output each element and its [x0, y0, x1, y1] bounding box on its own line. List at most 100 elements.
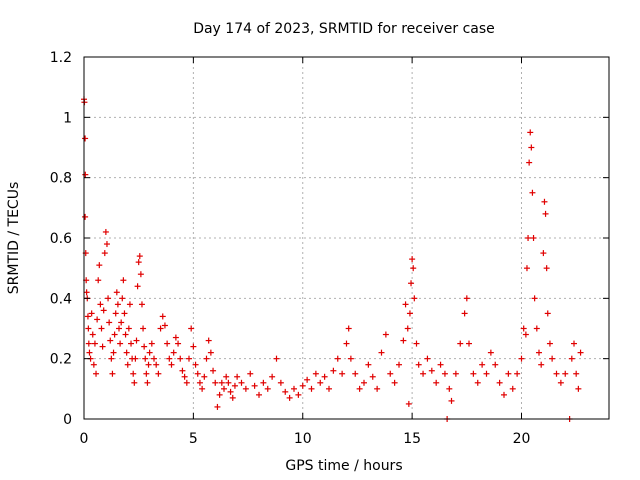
data-point [334, 355, 341, 362]
data-point [221, 385, 227, 392]
data-point [251, 382, 258, 389]
data-point [457, 340, 464, 347]
data-point [527, 129, 534, 136]
data-point [97, 301, 104, 308]
data-point [93, 370, 100, 377]
data-point [122, 331, 129, 338]
data-point [94, 316, 101, 323]
data-point [135, 259, 142, 266]
data-point [474, 379, 481, 386]
data-point [496, 379, 503, 386]
data-point [470, 370, 477, 377]
data-point [312, 370, 319, 377]
data-point [538, 361, 545, 368]
data-point [437, 361, 444, 368]
x-tick-label: 5 [189, 431, 198, 447]
data-point [286, 394, 293, 401]
data-point [295, 391, 302, 398]
data-point [229, 394, 236, 401]
data-point [186, 355, 192, 362]
data-point [352, 370, 359, 377]
data-point [143, 370, 150, 377]
data-point [396, 361, 402, 368]
data-point [264, 385, 271, 392]
data-point [107, 337, 114, 344]
data-point [575, 385, 582, 392]
data-point [546, 340, 553, 347]
data-point [123, 349, 130, 356]
data-point [199, 385, 206, 392]
data-point [549, 355, 556, 362]
data-point [128, 340, 135, 347]
data-point [132, 355, 139, 362]
data-point [142, 355, 149, 362]
data-point [446, 385, 453, 392]
data-point [84, 313, 91, 320]
data-point [134, 283, 141, 290]
data-point [528, 144, 535, 151]
data-point [192, 361, 199, 368]
data-point [108, 355, 115, 362]
data-point [247, 370, 254, 377]
points-layer [81, 96, 584, 422]
data-point [110, 349, 117, 356]
data-point [543, 265, 550, 272]
data-point [492, 361, 499, 368]
data-point [225, 379, 232, 386]
data-point [522, 331, 529, 338]
x-tick-label: 0 [80, 431, 89, 447]
data-point [157, 325, 164, 332]
data-point [82, 213, 89, 220]
data-point [410, 265, 417, 272]
data-point [356, 385, 363, 392]
data-point [214, 403, 221, 410]
data-point [501, 391, 507, 398]
data-point [409, 256, 416, 263]
data-point [146, 349, 153, 356]
data-point [161, 322, 168, 329]
data-point [82, 135, 89, 142]
data-point [326, 385, 332, 392]
data-point [130, 370, 137, 377]
data-point [402, 301, 409, 308]
data-point [96, 262, 103, 269]
data-point [448, 397, 455, 404]
chart-title: Day 174 of 2023, SRMTID for receiver cas… [193, 21, 495, 37]
data-point [260, 379, 267, 386]
data-point [177, 355, 184, 362]
data-point [85, 340, 92, 347]
y-tick-label: 0.2 [50, 352, 72, 368]
data-point [530, 235, 537, 241]
data-point [382, 331, 389, 338]
data-point [242, 385, 249, 392]
data-point [216, 391, 223, 398]
data-point [190, 343, 197, 350]
data-point [210, 367, 217, 374]
data-point [196, 379, 203, 386]
data-point [90, 361, 97, 368]
data-point [120, 277, 127, 284]
x-tick-label: 10 [294, 431, 312, 447]
data-point [308, 385, 315, 392]
data-point [415, 361, 422, 368]
data-point [573, 370, 580, 377]
data-point [304, 376, 311, 383]
data-point [441, 370, 448, 377]
data-point [509, 385, 516, 392]
data-point [523, 265, 530, 272]
data-point [116, 325, 122, 332]
data-point [544, 310, 551, 317]
data-point [525, 235, 532, 241]
data-point [131, 379, 138, 386]
data-point [408, 280, 415, 287]
data-point [188, 325, 195, 332]
data-point [95, 277, 102, 284]
data-point [91, 340, 98, 347]
data-point [82, 171, 89, 178]
data-point [571, 340, 577, 347]
data-point [463, 295, 470, 302]
y-tick-label: 1 [63, 110, 72, 126]
data-point [172, 334, 179, 341]
data-point [141, 343, 148, 350]
